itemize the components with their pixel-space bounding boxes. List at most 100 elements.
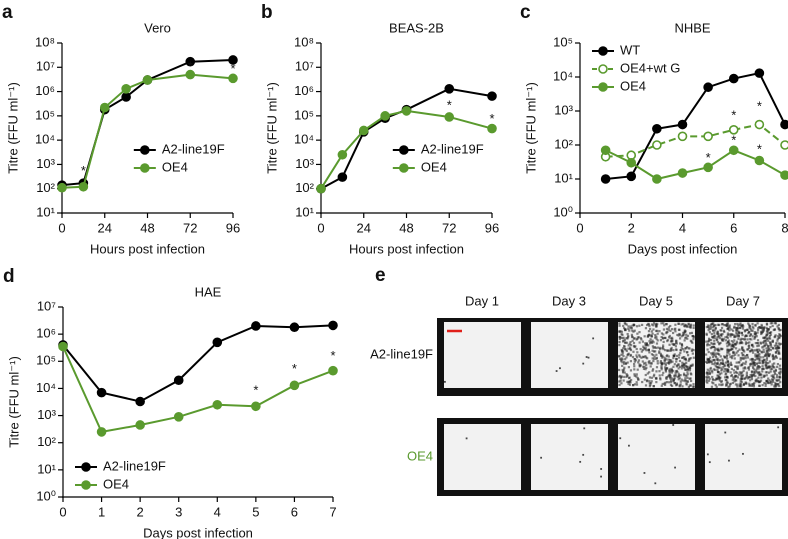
speck — [670, 384, 674, 387]
speck — [753, 370, 756, 374]
speck — [670, 346, 673, 350]
speck — [682, 363, 685, 366]
speck — [669, 381, 673, 384]
speck — [773, 384, 776, 387]
speck — [728, 353, 731, 356]
speck — [750, 349, 753, 352]
speck — [649, 365, 652, 368]
speck — [714, 354, 717, 357]
speck — [673, 354, 676, 357]
speck — [677, 367, 680, 370]
speck — [663, 324, 666, 327]
speck — [706, 344, 709, 347]
speck — [686, 380, 689, 383]
speck — [664, 366, 667, 369]
speck — [746, 348, 749, 351]
legend-label: WT — [620, 42, 640, 57]
x-tick-label: 0 — [58, 220, 65, 235]
speck — [653, 357, 656, 361]
speck — [738, 385, 741, 388]
speck — [626, 354, 629, 357]
speck — [684, 374, 687, 377]
speck — [656, 332, 659, 335]
speck — [775, 347, 778, 350]
speck — [679, 351, 682, 355]
speck — [769, 348, 772, 352]
speck — [778, 367, 781, 370]
speck — [730, 328, 733, 331]
speck — [765, 330, 769, 333]
speck — [779, 334, 782, 338]
speck — [775, 379, 778, 382]
speck — [648, 376, 652, 379]
speck — [707, 327, 711, 330]
speck — [625, 375, 628, 378]
speck — [767, 345, 770, 348]
speck — [664, 383, 667, 386]
speck — [742, 353, 745, 356]
y-tick-label: 10² — [295, 180, 314, 195]
speck — [644, 342, 647, 345]
legend-label: OE4 — [162, 159, 188, 174]
speck — [765, 333, 768, 336]
speck — [540, 456, 543, 459]
speck — [742, 362, 745, 365]
speck — [767, 355, 770, 358]
speck — [714, 352, 717, 355]
speck — [652, 341, 655, 344]
speck — [724, 323, 727, 327]
speck — [740, 352, 744, 355]
speck — [678, 337, 682, 340]
speck — [770, 345, 773, 348]
speck — [680, 323, 683, 326]
speck — [709, 356, 712, 359]
speck — [659, 352, 662, 355]
speck — [748, 338, 751, 341]
legend-label: OE4 — [103, 476, 129, 491]
speck — [720, 326, 724, 329]
speck — [635, 338, 638, 341]
speck — [725, 384, 728, 387]
speck — [668, 373, 671, 376]
speck — [679, 333, 682, 336]
speck — [618, 383, 621, 387]
y-tick-label: 10² — [36, 180, 55, 195]
y-tick-label: 10³ — [295, 156, 314, 171]
speck — [675, 340, 678, 343]
speck — [720, 381, 723, 384]
speck — [643, 378, 646, 381]
speck — [661, 337, 664, 340]
speck — [736, 383, 739, 386]
y-tick-label: 10⁵ — [36, 353, 56, 368]
speck — [768, 331, 771, 334]
speck — [633, 360, 636, 363]
speck — [710, 332, 713, 336]
speck — [692, 349, 695, 352]
speck — [767, 362, 770, 365]
speck — [654, 346, 657, 349]
data-point — [703, 131, 713, 142]
speck — [618, 355, 621, 358]
speck — [714, 324, 717, 327]
speck — [643, 335, 646, 338]
speck — [670, 377, 673, 380]
speck — [559, 367, 561, 370]
speck — [775, 345, 778, 348]
speck — [661, 382, 664, 386]
speck — [681, 344, 684, 347]
speck — [648, 324, 651, 328]
speck — [757, 356, 760, 359]
speck — [669, 324, 672, 328]
data-point — [173, 375, 184, 386]
speck — [762, 356, 765, 359]
data-point — [135, 396, 145, 407]
speck — [753, 332, 756, 336]
speck — [753, 349, 757, 352]
speck — [715, 348, 718, 351]
speck — [740, 348, 744, 351]
speck — [758, 349, 761, 352]
speck — [705, 376, 708, 379]
speck — [718, 363, 721, 366]
speck — [750, 370, 754, 374]
speck — [733, 371, 736, 374]
